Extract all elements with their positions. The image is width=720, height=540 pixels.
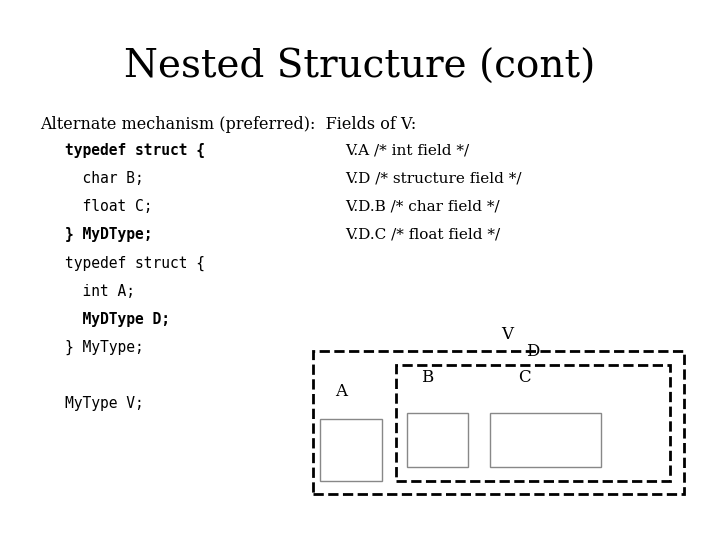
Text: V.D.C /* float field */: V.D.C /* float field */ [346,227,500,241]
Text: D: D [526,343,539,360]
Text: MyDType D;: MyDType D; [65,312,170,327]
Text: V.D.B /* char field */: V.D.B /* char field */ [346,199,500,213]
Text: float C;: float C; [65,199,153,214]
Text: typedef struct {: typedef struct { [65,143,204,158]
Bar [407,413,468,467]
Bar [320,418,382,481]
Text: A: A [335,383,347,400]
Bar [396,364,670,481]
Text: char B;: char B; [65,171,143,186]
Bar [490,413,601,467]
Text: V.A /* int field */: V.A /* int field */ [346,143,469,157]
Text: } MyDType;: } MyDType; [65,227,153,242]
Text: C: C [518,369,531,386]
Text: Alternate mechanism (preferred):  Fields of V:: Alternate mechanism (preferred): Fields … [40,116,416,133]
Text: B: B [421,369,433,386]
Text: } MyType;: } MyType; [65,340,143,355]
Bar [313,351,684,494]
Text: V.D /* structure field */: V.D /* structure field */ [346,171,522,185]
Text: int A;: int A; [65,284,135,299]
Text: typedef struct {: typedef struct { [65,255,204,271]
Text: V: V [502,326,513,343]
Text: Nested Structure (cont): Nested Structure (cont) [125,49,595,86]
Text: MyType V;: MyType V; [65,396,143,411]
